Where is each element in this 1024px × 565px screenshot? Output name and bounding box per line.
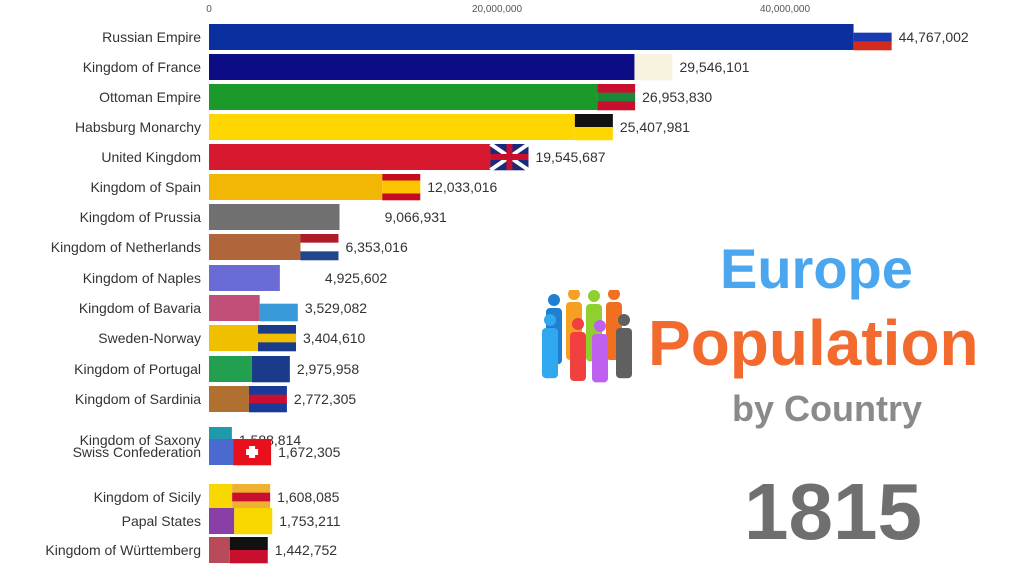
country-label: Swiss Confederation	[73, 444, 201, 460]
country-label: Habsburg Monarchy	[75, 119, 201, 135]
flag-icon	[251, 356, 290, 383]
bar	[209, 144, 491, 170]
flag-icon	[279, 265, 318, 292]
country-label: Kingdom of Bavaria	[79, 300, 201, 316]
bar	[209, 325, 259, 351]
bar	[209, 24, 854, 50]
value-label: 29,546,101	[679, 59, 749, 75]
chart-title-population: Population	[648, 307, 979, 379]
bar	[209, 265, 280, 291]
bar-group: Kingdom of Prussia 9,066,931	[80, 204, 447, 231]
country-label: United Kingdom	[101, 149, 201, 165]
country-label: Kingdom of Naples	[83, 270, 201, 286]
value-label: 19,545,687	[535, 149, 605, 165]
country-label: Papal States	[122, 513, 201, 529]
bar-group: Habsburg Monarchy 25,407,981	[75, 114, 690, 141]
value-label: 1,672,305	[278, 444, 340, 460]
bar	[209, 386, 249, 412]
people-group-icon	[542, 290, 632, 383]
value-label: 25,407,981	[620, 119, 690, 135]
bar-group: Kingdom of France 29,546,101	[83, 54, 750, 81]
value-label: 44,767,002	[899, 29, 969, 45]
flag-icon	[574, 114, 613, 141]
bar	[209, 54, 635, 80]
value-label: 12,033,016	[427, 179, 497, 195]
country-label: Kingdom of France	[83, 59, 201, 75]
chart-subtitle: by Country	[732, 388, 923, 429]
bar-group: Kingdom of Württemberg 1,442,752	[45, 537, 337, 564]
person-icon	[542, 314, 558, 379]
flag-icon	[259, 295, 298, 322]
bar-group: Kingdom of Bavaria 3,529,082	[79, 295, 367, 322]
country-label: Kingdom of Württemberg	[45, 542, 201, 558]
bar	[209, 537, 230, 563]
country-label: Kingdom of Sardinia	[75, 391, 201, 407]
bar-group: Kingdom of Portugal 2,975,958	[74, 356, 359, 383]
chart-title-europe: Europe	[720, 237, 913, 300]
flag-icon	[300, 234, 339, 261]
country-label: Kingdom of Saxony	[80, 432, 201, 448]
country-label: Kingdom of Portugal	[74, 361, 201, 377]
bar-group: Papal States 1,753,211	[122, 508, 341, 535]
person-icon	[616, 314, 632, 379]
bar-group: Kingdom of Spain 12,033,016	[90, 174, 498, 201]
bar-group: Kingdom of Naples 4,925,602	[83, 265, 387, 292]
value-label: 4,925,602	[325, 270, 387, 286]
bar	[209, 234, 301, 260]
flag-icon	[597, 84, 636, 111]
bar	[209, 295, 260, 321]
flag-icon	[248, 386, 287, 413]
value-label: 2,975,958	[297, 361, 359, 377]
bar	[209, 439, 234, 465]
bar	[209, 508, 235, 534]
bar	[209, 174, 383, 200]
flag-icon	[234, 508, 273, 535]
value-label: 26,953,830	[642, 89, 712, 105]
value-label: 9,066,931	[385, 209, 447, 225]
country-label: Ottoman Empire	[99, 89, 201, 105]
value-label: 1,442,752	[275, 542, 337, 558]
x-tick-label: 0	[206, 4, 212, 15]
flag-icon	[853, 24, 892, 51]
flag-icon	[382, 174, 421, 201]
flag-icon	[489, 142, 530, 172]
value-label: 6,353,016	[345, 239, 407, 255]
bar-group: Kingdom of Sardinia 2,772,305	[75, 386, 356, 413]
flag-icon	[258, 325, 297, 352]
x-tick-label: 40,000,000	[760, 4, 810, 15]
bar	[209, 484, 233, 510]
flag-icon	[232, 484, 271, 511]
person-icon	[570, 318, 586, 381]
year-label: 1815	[744, 467, 922, 556]
bar-group: Kingdom of Sicily 1,608,085	[94, 484, 340, 511]
country-label: Russian Empire	[102, 29, 201, 45]
bar-group: Kingdom of Netherlands 6,353,016	[51, 234, 408, 261]
country-label: Kingdom of Spain	[90, 179, 201, 195]
value-label: 3,529,082	[305, 300, 367, 316]
bar-group: Russian Empire 44,767,002	[102, 24, 969, 51]
person-icon	[592, 320, 608, 383]
flag-icon	[634, 54, 673, 81]
bar-group: Ottoman Empire 26,953,830	[99, 84, 712, 111]
bar	[209, 114, 575, 140]
country-label: Kingdom of Sicily	[94, 489, 201, 505]
country-label: Sweden-Norway	[98, 330, 201, 346]
value-label: 1,608,085	[277, 489, 339, 505]
bar-group: United Kingdom 19,545,687	[101, 142, 606, 172]
bar	[209, 204, 340, 230]
flag-icon	[233, 439, 272, 466]
bar-group: Swiss Confederation 1,672,305	[73, 439, 341, 466]
flag-icon	[339, 204, 378, 231]
flag-icon	[229, 537, 268, 564]
value-label: 2,772,305	[294, 391, 356, 407]
value-label: 3,404,610	[303, 330, 365, 346]
x-tick-label: 20,000,000	[472, 4, 522, 15]
value-label: 1,753,211	[279, 513, 340, 529]
country-label: Kingdom of Prussia	[80, 209, 202, 225]
bar	[209, 84, 598, 110]
bar	[209, 356, 252, 382]
country-label: Kingdom of Netherlands	[51, 239, 201, 255]
bar-group: Sweden-Norway 3,404,610	[98, 325, 366, 352]
